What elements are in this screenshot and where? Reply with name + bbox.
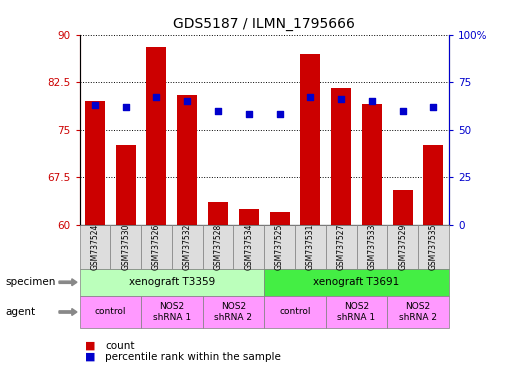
- Point: [183, 98, 191, 104]
- Bar: [177, 95, 197, 225]
- Text: GSM737530: GSM737530: [121, 223, 130, 270]
- Bar: [208, 202, 228, 225]
- Text: xenograft T3359: xenograft T3359: [129, 277, 215, 287]
- Bar: [239, 209, 259, 225]
- Point: [152, 94, 161, 100]
- Point: [122, 104, 130, 110]
- Bar: [85, 101, 105, 225]
- Bar: [147, 47, 166, 225]
- Text: ■: ■: [85, 352, 95, 362]
- Text: xenograft T3691: xenograft T3691: [313, 277, 400, 287]
- Text: count: count: [105, 341, 135, 351]
- Text: percentile rank within the sample: percentile rank within the sample: [105, 352, 281, 362]
- Text: GSM737531: GSM737531: [306, 223, 315, 270]
- Point: [337, 96, 345, 102]
- Bar: [331, 88, 351, 225]
- Text: NOS2
shRNA 2: NOS2 shRNA 2: [214, 302, 252, 322]
- Text: NOS2
shRNA 2: NOS2 shRNA 2: [399, 302, 437, 322]
- Bar: [270, 212, 289, 225]
- Text: GSM737532: GSM737532: [183, 223, 192, 270]
- Bar: [393, 190, 412, 225]
- Text: NOS2
shRNA 1: NOS2 shRNA 1: [338, 302, 376, 322]
- Title: GDS5187 / ILMN_1795666: GDS5187 / ILMN_1795666: [173, 17, 355, 31]
- Bar: [423, 146, 443, 225]
- Point: [245, 111, 253, 118]
- Point: [91, 102, 99, 108]
- Text: GSM737525: GSM737525: [275, 223, 284, 270]
- Text: GSM737534: GSM737534: [244, 223, 253, 270]
- Bar: [362, 104, 382, 225]
- Text: GSM737529: GSM737529: [398, 223, 407, 270]
- Text: NOS2
shRNA 1: NOS2 shRNA 1: [153, 302, 191, 322]
- Text: agent: agent: [5, 307, 35, 317]
- Text: GSM737528: GSM737528: [213, 223, 223, 270]
- Text: specimen: specimen: [5, 277, 55, 287]
- Point: [399, 108, 407, 114]
- Point: [275, 111, 284, 118]
- Point: [306, 94, 314, 100]
- Text: GSM737533: GSM737533: [367, 223, 377, 270]
- Text: GSM737535: GSM737535: [429, 223, 438, 270]
- Text: ■: ■: [85, 341, 95, 351]
- Point: [368, 98, 376, 104]
- Text: GSM737527: GSM737527: [337, 223, 346, 270]
- Text: GSM737526: GSM737526: [152, 223, 161, 270]
- Point: [214, 108, 222, 114]
- Text: control: control: [279, 308, 311, 316]
- Text: GSM737524: GSM737524: [90, 223, 100, 270]
- Bar: [300, 54, 320, 225]
- Text: control: control: [94, 308, 126, 316]
- Bar: [115, 146, 135, 225]
- Point: [429, 104, 438, 110]
